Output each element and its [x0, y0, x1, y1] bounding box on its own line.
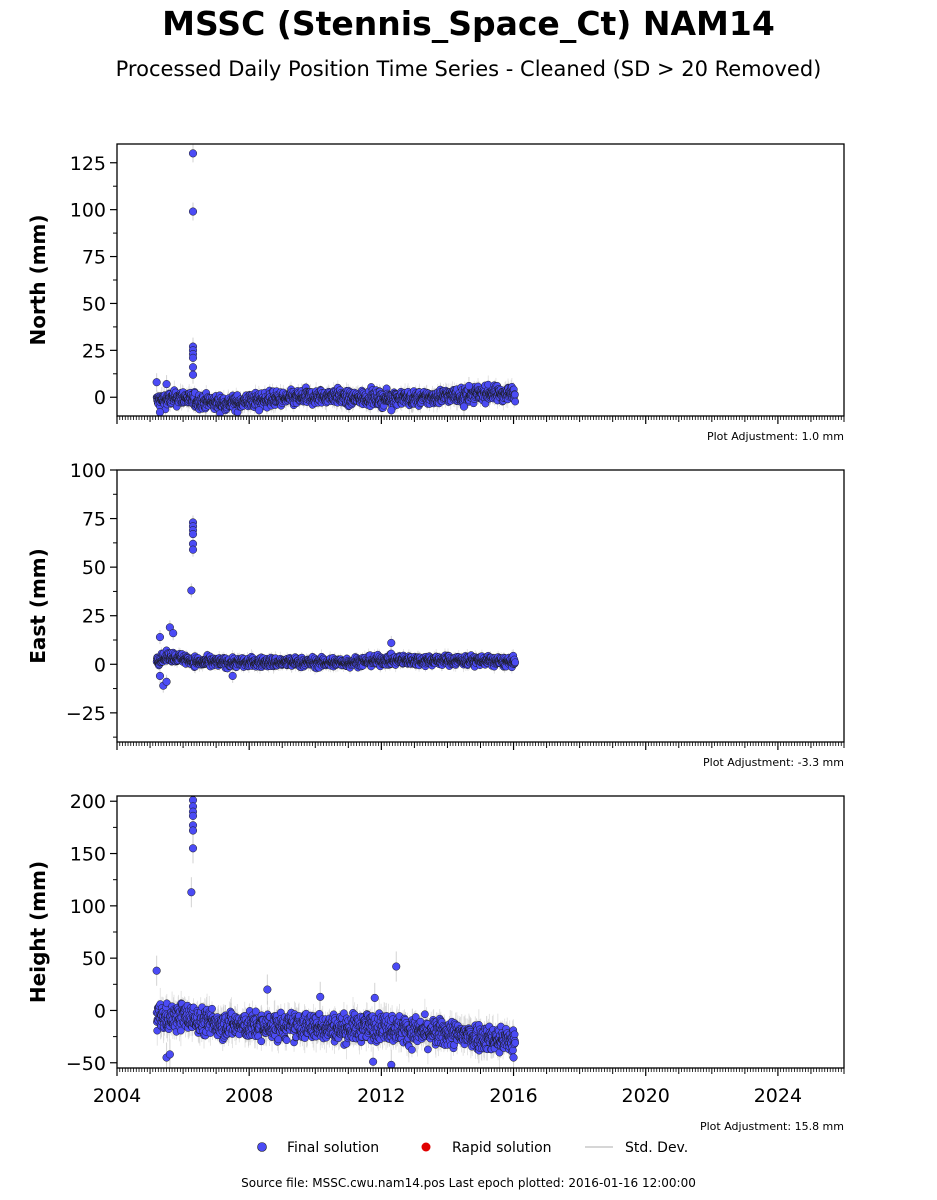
final-solution-point — [464, 381, 473, 391]
final-solution-point — [387, 406, 396, 415]
final-solution-point — [511, 390, 519, 399]
plot-area — [152, 144, 520, 416]
final-solution-point — [188, 363, 198, 372]
y-tick-label: 50 — [82, 293, 106, 315]
final-solution-point — [155, 408, 165, 416]
final-solution-point — [152, 378, 161, 387]
y-tick-label: 0 — [94, 387, 106, 409]
y-tick-label: 125 — [70, 153, 106, 175]
final-solution-point — [459, 402, 469, 411]
panel-frame — [116, 143, 845, 417]
chart-subtitle: Processed Daily Position Time Series - C… — [115, 57, 822, 81]
y-tick-label: 75 — [82, 247, 106, 269]
plot-area — [152, 515, 520, 693]
y-tick-label: 100 — [70, 200, 106, 222]
y-axis-title: North (mm) — [26, 214, 50, 345]
final-solution-point — [162, 380, 171, 389]
final-solution-point — [511, 397, 520, 406]
final-solution-point — [255, 406, 264, 415]
y-tick-label: 25 — [82, 340, 106, 362]
plot-adjustment-label: Plot Adjustment: 1.0 mm — [707, 430, 844, 443]
final-solution-point — [188, 149, 198, 158]
panel-1: 0 25 50 75 100 125 North (mm) Plot Adjustment: … — [26, 143, 845, 443]
final-solution-point — [188, 370, 198, 379]
final-solution-point — [188, 207, 198, 216]
final-solution-point — [188, 353, 198, 362]
chart-title: MSSC (Stennis_Space_Ct) NAM14 — [162, 4, 775, 43]
